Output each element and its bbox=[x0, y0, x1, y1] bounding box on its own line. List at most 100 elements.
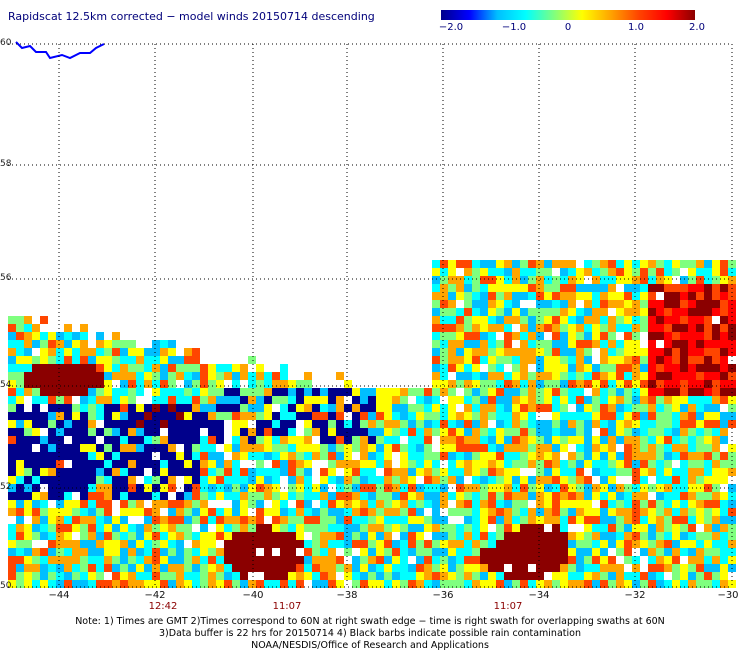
wind-difference-cell bbox=[248, 412, 256, 420]
wind-difference-cell bbox=[184, 356, 192, 364]
wind-difference-cell bbox=[136, 428, 144, 436]
wind-difference-cell bbox=[208, 452, 216, 460]
wind-difference-cell bbox=[480, 524, 488, 532]
wind-difference-cell bbox=[296, 388, 304, 396]
wind-difference-cell bbox=[264, 388, 272, 396]
wind-difference-cell bbox=[640, 292, 648, 300]
wind-difference-cell bbox=[592, 380, 600, 388]
wind-difference-cell bbox=[648, 380, 656, 388]
wind-difference-cell bbox=[352, 580, 360, 588]
wind-difference-cell bbox=[680, 436, 688, 444]
wind-difference-cell bbox=[16, 356, 24, 364]
wind-difference-cell bbox=[32, 556, 40, 564]
wind-difference-cell bbox=[536, 572, 544, 580]
wind-difference-cell bbox=[648, 324, 656, 332]
wind-difference-cell bbox=[520, 332, 528, 340]
wind-difference-cell bbox=[328, 428, 336, 436]
wind-difference-cell bbox=[264, 492, 272, 500]
wind-difference-cell bbox=[416, 452, 424, 460]
wind-difference-cell bbox=[192, 404, 200, 412]
wind-difference-cell bbox=[664, 580, 672, 588]
wind-difference-cell bbox=[96, 564, 104, 572]
wind-difference-cell bbox=[696, 476, 704, 484]
wind-difference-cell bbox=[592, 268, 600, 276]
wind-difference-cell bbox=[384, 516, 392, 524]
wind-difference-cell bbox=[528, 324, 536, 332]
wind-difference-cell bbox=[480, 276, 488, 284]
wind-difference-cell bbox=[256, 492, 264, 500]
wind-difference-cell bbox=[184, 380, 192, 388]
longitude-label: −38 bbox=[336, 590, 358, 601]
wind-difference-cell bbox=[552, 420, 560, 428]
wind-difference-cell bbox=[648, 292, 656, 300]
wind-difference-cell bbox=[128, 468, 136, 476]
wind-difference-cell bbox=[272, 452, 280, 460]
wind-difference-cell bbox=[192, 444, 200, 452]
wind-difference-cell bbox=[176, 364, 184, 372]
wind-difference-cell bbox=[392, 412, 400, 420]
wind-difference-cell bbox=[392, 476, 400, 484]
wind-difference-cell bbox=[48, 436, 56, 444]
wind-difference-cell bbox=[392, 444, 400, 452]
wind-difference-cell bbox=[304, 556, 312, 564]
wind-difference-cell bbox=[520, 556, 528, 564]
wind-difference-cell bbox=[128, 540, 136, 548]
wind-difference-cell bbox=[136, 444, 144, 452]
wind-difference-cell bbox=[576, 532, 584, 540]
wind-difference-cell bbox=[432, 356, 440, 364]
wind-difference-cell bbox=[176, 492, 184, 500]
wind-difference-cell bbox=[184, 500, 192, 508]
wind-difference-cell bbox=[504, 556, 512, 564]
wind-difference-cell bbox=[616, 292, 624, 300]
wind-difference-cell bbox=[464, 268, 472, 276]
wind-difference-cell bbox=[656, 420, 664, 428]
wind-difference-cell bbox=[520, 388, 528, 396]
wind-difference-cell bbox=[160, 412, 168, 420]
wind-difference-cell bbox=[616, 508, 624, 516]
wind-difference-cell bbox=[416, 492, 424, 500]
wind-difference-cell bbox=[720, 364, 728, 372]
wind-difference-cell bbox=[208, 580, 216, 588]
wind-difference-cell bbox=[376, 524, 384, 532]
wind-difference-cell bbox=[672, 508, 680, 516]
wind-difference-cell bbox=[24, 340, 32, 348]
wind-difference-cell bbox=[104, 420, 112, 428]
wind-difference-cell bbox=[672, 332, 680, 340]
wind-difference-cell bbox=[544, 396, 552, 404]
wind-difference-cell bbox=[264, 572, 272, 580]
wind-difference-cell bbox=[120, 532, 128, 540]
wind-difference-cell bbox=[704, 348, 712, 356]
wind-difference-cell bbox=[472, 420, 480, 428]
wind-difference-cell bbox=[328, 460, 336, 468]
wind-difference-cell bbox=[136, 556, 144, 564]
wind-difference-cell bbox=[688, 548, 696, 556]
wind-difference-cell bbox=[112, 516, 120, 524]
wind-difference-cell bbox=[328, 436, 336, 444]
wind-difference-cell bbox=[424, 556, 432, 564]
wind-difference-cell bbox=[704, 404, 712, 412]
wind-difference-cell bbox=[664, 260, 672, 268]
wind-difference-field bbox=[8, 260, 736, 588]
wind-difference-cell bbox=[544, 476, 552, 484]
wind-difference-cell bbox=[528, 428, 536, 436]
wind-difference-cell bbox=[240, 580, 248, 588]
wind-difference-cell bbox=[440, 524, 448, 532]
wind-difference-cell bbox=[264, 524, 272, 532]
wind-difference-cell bbox=[96, 444, 104, 452]
wind-difference-cell bbox=[600, 404, 608, 412]
wind-difference-cell bbox=[448, 580, 456, 588]
wind-difference-cell bbox=[56, 388, 64, 396]
wind-difference-cell bbox=[168, 372, 176, 380]
wind-difference-cell bbox=[544, 564, 552, 572]
wind-difference-cell bbox=[256, 556, 264, 564]
wind-difference-cell bbox=[424, 524, 432, 532]
wind-difference-cell bbox=[544, 364, 552, 372]
wind-difference-cell bbox=[520, 476, 528, 484]
wind-difference-cell bbox=[592, 436, 600, 444]
wind-difference-cell bbox=[312, 428, 320, 436]
wind-difference-cell bbox=[688, 332, 696, 340]
wind-difference-cell bbox=[264, 420, 272, 428]
wind-difference-cell bbox=[24, 324, 32, 332]
wind-difference-cell bbox=[592, 388, 600, 396]
wind-difference-cell bbox=[56, 468, 64, 476]
